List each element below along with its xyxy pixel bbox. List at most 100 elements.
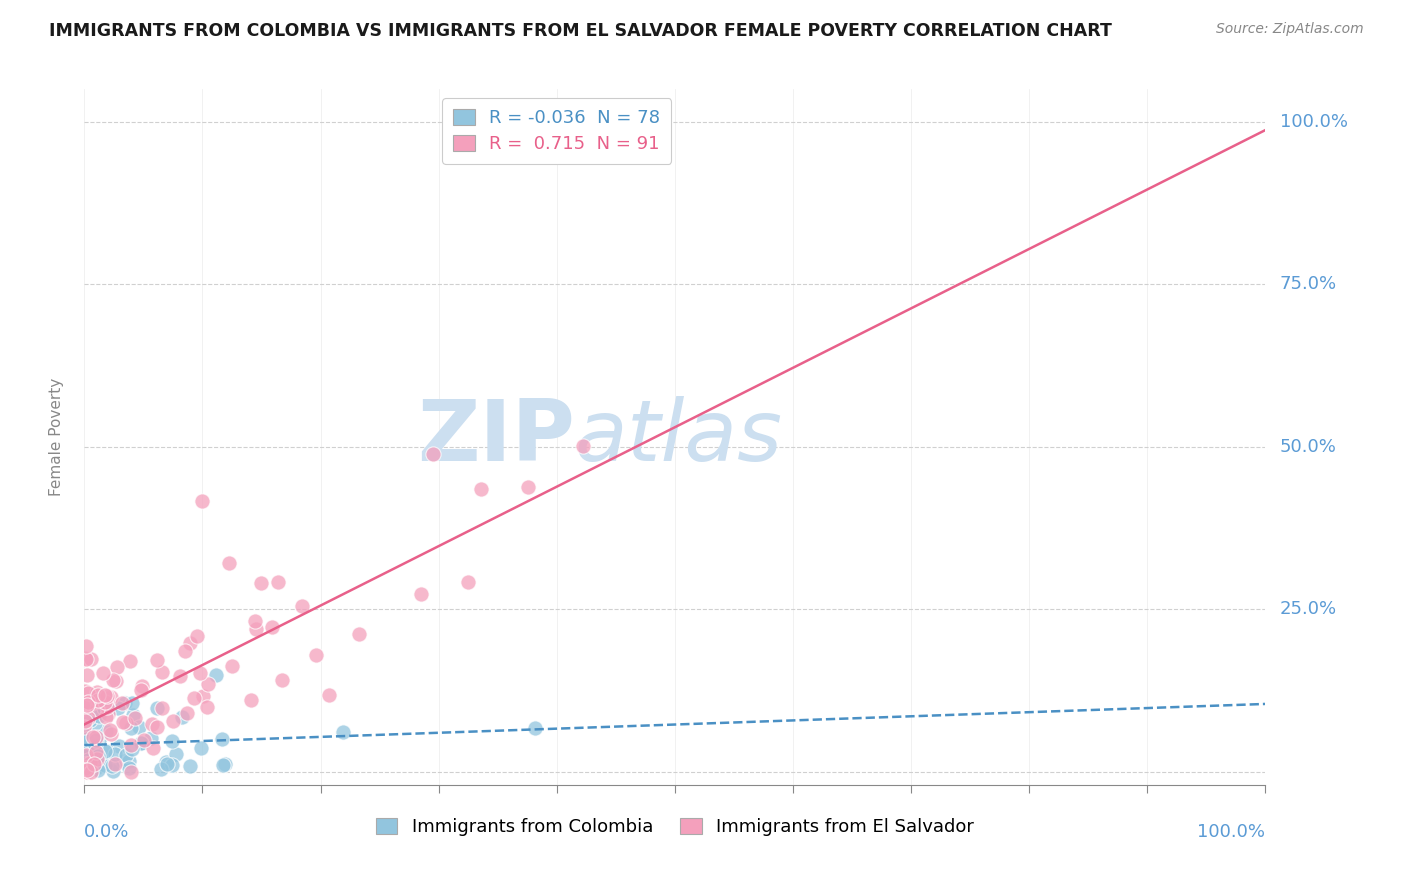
Point (193, 690, 215, 704)
Point (75, 639, 97, 653)
Point (73, 684, 96, 698)
Point (75, 752, 97, 766)
Point (75, 652, 97, 666)
Point (121, 696, 143, 710)
Point (76, 740, 98, 755)
Point (94, 688, 117, 702)
Point (318, 688, 340, 702)
Point (91, 666, 114, 681)
Point (94, 723, 117, 738)
Point (75, 699, 97, 714)
Point (131, 682, 153, 697)
Point (86, 752, 108, 766)
Point (73, 731, 96, 746)
Text: 100.0%: 100.0% (1198, 823, 1265, 841)
Point (112, 714, 135, 729)
Point (190, 740, 212, 755)
Point (145, 653, 167, 667)
Point (86, 764, 108, 778)
Point (75, 742, 97, 756)
Point (98, 723, 121, 737)
Point (149, 762, 172, 776)
Point (173, 644, 195, 658)
Point (111, 696, 134, 710)
Point (76, 668, 98, 682)
Point (97, 706, 120, 721)
Point (73, 756, 96, 771)
Point (409, 586, 432, 600)
Point (73, 720, 96, 734)
Point (84, 733, 107, 747)
Point (101, 764, 124, 778)
Point (129, 736, 152, 750)
Point (100, 727, 122, 741)
Point (470, 482, 492, 496)
Point (183, 691, 205, 706)
Point (77, 754, 100, 768)
Point (76, 764, 98, 779)
Point (218, 556, 240, 570)
Point (94, 744, 117, 758)
Point (96, 699, 118, 714)
Point (120, 739, 142, 753)
Point (86, 685, 108, 699)
Point (121, 764, 143, 779)
Point (87, 732, 110, 747)
Point (191, 494, 214, 508)
Point (517, 480, 540, 494)
Point (84, 761, 107, 775)
Point (73, 714, 96, 729)
Point (87, 708, 110, 723)
Point (139, 731, 162, 746)
Point (73, 757, 96, 772)
Point (114, 696, 136, 710)
Text: 25.0%: 25.0% (1279, 600, 1337, 618)
Point (89, 753, 111, 767)
Text: 50.0%: 50.0% (1279, 438, 1337, 456)
Point (80, 764, 103, 779)
Point (120, 721, 142, 735)
Point (84, 747, 107, 762)
Point (76, 711, 98, 725)
Point (155, 757, 177, 772)
Point (160, 758, 183, 772)
Point (87, 688, 110, 702)
Point (84, 716, 107, 731)
Point (107, 701, 129, 715)
Point (332, 725, 354, 739)
Point (572, 439, 595, 453)
Point (291, 599, 314, 613)
Point (150, 665, 173, 679)
Point (118, 654, 141, 668)
Point (160, 734, 183, 748)
Point (73, 711, 96, 725)
Text: Source: ZipAtlas.com: Source: ZipAtlas.com (1216, 22, 1364, 37)
Point (422, 447, 444, 461)
Text: 100.0%: 100.0% (1279, 112, 1347, 131)
Point (96, 690, 118, 704)
Point (128, 720, 150, 734)
Point (87, 749, 110, 764)
Point (86, 702, 108, 716)
Text: IMMIGRANTS FROM COLOMBIA VS IMMIGRANTS FROM EL SALVADOR FEMALE POVERTY CORRELATI: IMMIGRANTS FROM COLOMBIA VS IMMIGRANTS F… (49, 22, 1112, 40)
Point (94, 695, 117, 709)
Point (82, 700, 104, 714)
Point (172, 709, 194, 723)
Text: 75.0%: 75.0% (1279, 276, 1337, 293)
Point (121, 742, 143, 756)
Point (131, 679, 153, 693)
Point (80, 652, 103, 666)
Point (73, 650, 96, 665)
Point (84, 730, 107, 744)
Point (155, 755, 177, 769)
Point (169, 669, 191, 683)
Point (186, 629, 208, 643)
Point (73, 762, 96, 776)
Point (105, 659, 128, 673)
Point (118, 754, 141, 768)
Point (76, 698, 98, 712)
Point (176, 706, 198, 720)
Point (101, 759, 124, 773)
Point (141, 717, 163, 731)
Point (76, 731, 98, 746)
